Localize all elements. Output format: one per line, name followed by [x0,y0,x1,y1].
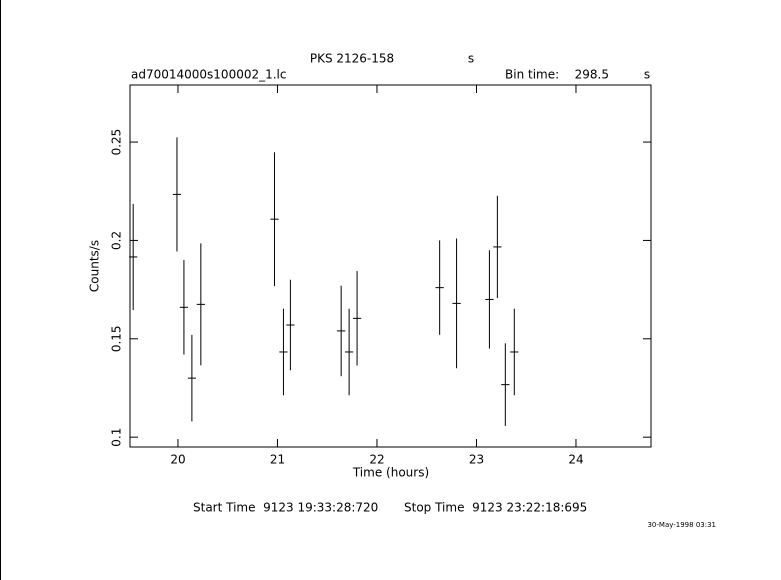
y-axis-label: Counts/s [88,240,102,292]
start-time: Start Time 9123 19:33:28:720 [193,501,378,515]
subtitle: ad70014000s100002_1.lc [131,68,287,82]
x-tick-label: 24 [568,453,583,467]
bin-time-label: Bin time: [505,68,559,82]
y-tick-label: 0.15 [110,325,124,352]
bin-time-unit: s [644,68,650,82]
y-tick-label: 0.25 [110,129,124,156]
x-tick-label: 21 [270,453,285,467]
x-axis-label: Time (hours) [352,466,429,480]
stop-time: Stop Time 9123 23:22:18:695 [404,501,587,515]
chart-title: PKS 2126-158 [310,52,394,66]
x-tick-label: 22 [369,453,384,467]
x-tick-label: 23 [469,453,484,467]
title-unit: s [468,52,474,66]
y-tick-label: 0.1 [110,428,124,447]
y-tick-label: 0.2 [110,231,124,250]
x-tick-label: 20 [170,453,185,467]
date-stamp: 30-May-1998 03:31 [647,521,716,529]
plot-frame [129,84,652,448]
bin-time: 298.5 [575,68,609,82]
